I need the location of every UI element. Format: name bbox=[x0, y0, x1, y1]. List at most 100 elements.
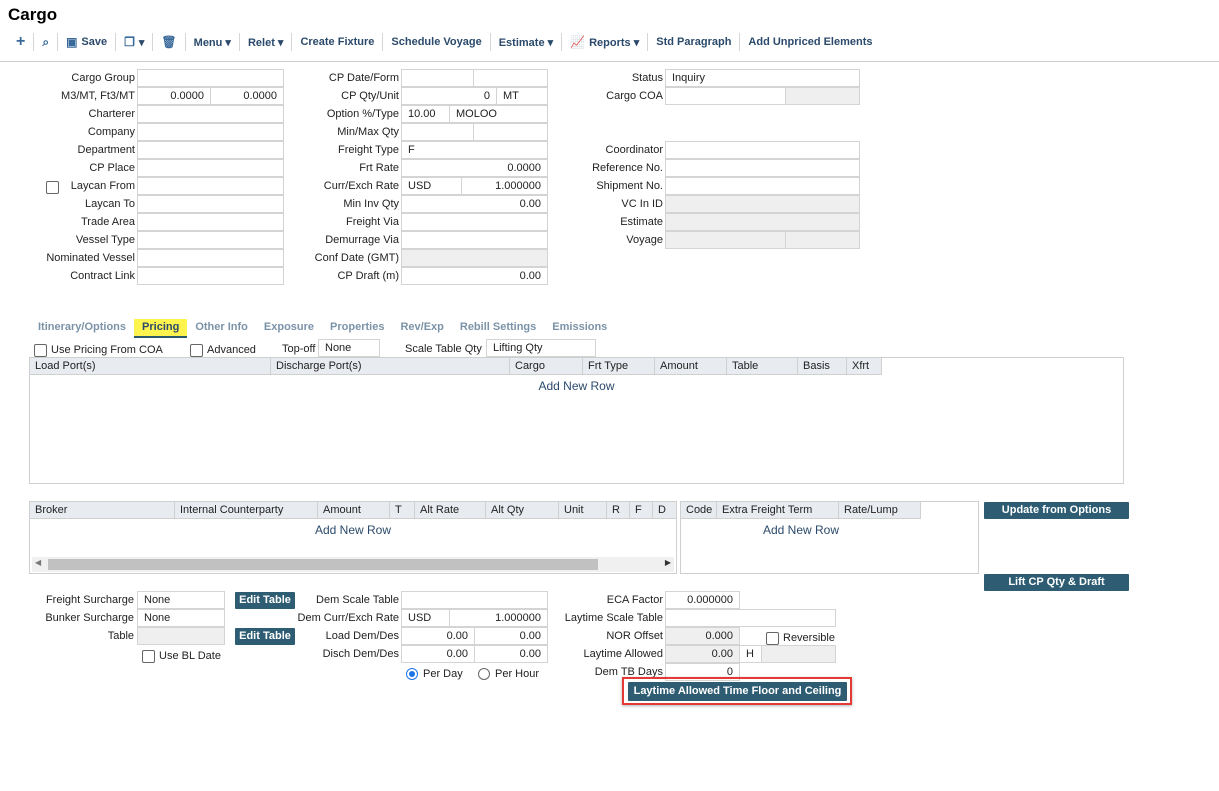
mid_form-field-7-0[interactable]: 0.00 bbox=[401, 195, 548, 213]
right_form-field-1-0[interactable] bbox=[665, 87, 786, 105]
broker_grid-col-5[interactable]: Alt Qty bbox=[486, 502, 559, 519]
pricing_grid-col-0[interactable]: Load Port(s) bbox=[30, 358, 271, 375]
pricing_grid-col-4[interactable]: Amount bbox=[655, 358, 727, 375]
broker_grid-col-9[interactable]: D bbox=[653, 502, 677, 519]
edit-table-button-freight[interactable]: Edit Table bbox=[235, 592, 295, 609]
bottom_left-field-0-0[interactable]: None bbox=[137, 591, 225, 609]
mid_form-field-5-0[interactable]: 0.0000 bbox=[401, 159, 548, 177]
tab-pricing[interactable]: Pricing bbox=[134, 319, 188, 338]
left_form-field-4-0[interactable] bbox=[137, 141, 284, 159]
broker_grid-col-8[interactable]: F bbox=[630, 502, 653, 519]
reversible-checkbox[interactable] bbox=[766, 632, 779, 645]
bottom_mid-field-1-1[interactable]: 1.000000 bbox=[449, 609, 548, 627]
edit-table-button-table[interactable]: Edit Table bbox=[235, 628, 295, 645]
mid_form-field-1-0[interactable]: 0 bbox=[401, 87, 497, 105]
extra_grid-col-0[interactable]: Code bbox=[681, 502, 717, 519]
pricing_grid-col-5[interactable]: Table bbox=[727, 358, 798, 375]
bottom_right-field-1-0[interactable] bbox=[665, 609, 836, 627]
pricing-add-row[interactable]: Add New Row bbox=[538, 379, 615, 393]
mid_form-field-3-1[interactable] bbox=[473, 123, 548, 141]
left_form-field-6-0[interactable] bbox=[137, 177, 284, 195]
toolbar-button-4[interactable]: 🗑 bbox=[153, 33, 186, 51]
mid_form-field-4-0[interactable]: F bbox=[401, 141, 548, 159]
tab-exposure[interactable]: Exposure bbox=[263, 321, 315, 333]
broker_grid-col-6[interactable]: Unit bbox=[559, 502, 607, 519]
tab-other-info[interactable]: Other Info bbox=[195, 321, 248, 333]
right_form-field-0-0[interactable]: Inquiry bbox=[665, 69, 860, 87]
broker_grid-col-1[interactable]: Internal Counterparty bbox=[175, 502, 318, 519]
left_form-field-7-0[interactable] bbox=[137, 195, 284, 213]
mid_form-field-0-1[interactable] bbox=[473, 69, 548, 87]
bottom_mid-field-1-0[interactable]: USD bbox=[401, 609, 450, 627]
bottom_mid-field-2-1[interactable]: 0.00 bbox=[474, 627, 548, 645]
bottom_mid-field-3-0[interactable]: 0.00 bbox=[401, 645, 475, 663]
toolbar-button-10[interactable]: 📈 Reports ▾ bbox=[562, 33, 649, 51]
horizontal-scrollbar[interactable]: ◀ ▶ bbox=[32, 557, 674, 572]
toolbar-button-2[interactable]: ▣ Save bbox=[58, 33, 117, 51]
mid_form-field-3-0[interactable] bbox=[401, 123, 474, 141]
scale-table-qty-select[interactable]: Lifting Qty bbox=[486, 339, 596, 357]
bottom_mid-field-3-1[interactable]: 0.00 bbox=[474, 645, 548, 663]
pricing_grid-col-6[interactable]: Basis bbox=[798, 358, 847, 375]
right_form-field-3-0[interactable] bbox=[665, 159, 860, 177]
extra-add-row[interactable]: Add New Row bbox=[762, 523, 840, 537]
mid_form-field-11-0[interactable]: 0.00 bbox=[401, 267, 548, 285]
left_form-field-1-1[interactable]: 0.0000 bbox=[210, 87, 284, 105]
mid_form-field-9-0[interactable] bbox=[401, 231, 548, 249]
bottom_right-field-0-0[interactable]: 0.000000 bbox=[665, 591, 740, 609]
left_form-field-1-0[interactable]: 0.0000 bbox=[137, 87, 211, 105]
scrollbar-thumb[interactable] bbox=[48, 559, 598, 570]
toolbar-button-9[interactable]: Estimate ▾ bbox=[491, 33, 563, 51]
tab-properties[interactable]: Properties bbox=[330, 321, 385, 333]
extra_grid-col-2[interactable]: Rate/Lump bbox=[839, 502, 921, 519]
mid_form-field-6-0[interactable]: USD bbox=[401, 177, 462, 195]
mid_form-field-2-1[interactable]: MOLOO bbox=[449, 105, 548, 123]
use-bl-date-checkbox[interactable] bbox=[142, 650, 155, 663]
toolbar-button-11[interactable]: Std Paragraph bbox=[648, 33, 741, 51]
bottom_mid-field-0-0[interactable] bbox=[401, 591, 548, 609]
topoff-select[interactable]: None bbox=[318, 339, 380, 357]
toolbar-button-3[interactable]: ❐ ▾ bbox=[116, 33, 154, 51]
left_form-field-11-0[interactable] bbox=[137, 267, 284, 285]
left_form-field-0-0[interactable] bbox=[137, 69, 284, 87]
mid_form-field-8-0[interactable] bbox=[401, 213, 548, 231]
tab-rev-exp[interactable]: Rev/Exp bbox=[400, 321, 444, 333]
bottom_left-field-1-0[interactable]: None bbox=[137, 609, 225, 627]
mid_form-field-2-0[interactable]: 10.00 bbox=[401, 105, 450, 123]
lift-cp-qty-draft-button[interactable]: Lift CP Qty & Draft bbox=[984, 574, 1129, 591]
scroll-right-icon[interactable]: ▶ bbox=[664, 558, 671, 567]
tab-rebill-settings[interactable]: Rebill Settings bbox=[459, 321, 537, 333]
broker_grid-col-3[interactable]: T bbox=[390, 502, 415, 519]
broker_grid-col-2[interactable]: Amount bbox=[318, 502, 390, 519]
use-pricing-coa-checkbox[interactable] bbox=[34, 344, 47, 357]
laycan-from-checkbox[interactable] bbox=[46, 181, 59, 194]
right_form-field-4-0[interactable] bbox=[665, 177, 860, 195]
toolbar-button-7[interactable]: Create Fixture bbox=[292, 33, 384, 51]
broker_grid-col-0[interactable]: Broker bbox=[30, 502, 175, 519]
pricing_grid-col-3[interactable]: Frt Type bbox=[583, 358, 655, 375]
tab-itinerary-options[interactable]: Itinerary/Options bbox=[38, 321, 127, 333]
left_form-field-8-0[interactable] bbox=[137, 213, 284, 231]
mid_form-field-0-0[interactable] bbox=[401, 69, 474, 87]
mid_form-field-1-1[interactable]: MT bbox=[496, 87, 548, 105]
toolbar-button-8[interactable]: Schedule Voyage bbox=[383, 33, 491, 51]
left_form-field-10-0[interactable] bbox=[137, 249, 284, 267]
per-day-radio[interactable] bbox=[406, 668, 418, 680]
left_form-field-9-0[interactable] bbox=[137, 231, 284, 249]
toolbar-button-1[interactable]: ⌕ bbox=[34, 33, 59, 51]
left_form-field-3-0[interactable] bbox=[137, 123, 284, 141]
broker_grid-col-4[interactable]: Alt Rate bbox=[415, 502, 486, 519]
tab-emissions[interactable]: Emissions bbox=[552, 321, 608, 333]
pricing_grid-col-7[interactable]: Xfrt bbox=[847, 358, 882, 375]
pricing_grid-col-2[interactable]: Cargo bbox=[510, 358, 583, 375]
bottom_mid-field-2-0[interactable]: 0.00 bbox=[401, 627, 475, 645]
broker_grid-col-7[interactable]: R bbox=[607, 502, 630, 519]
broker-add-row[interactable]: Add New Row bbox=[314, 523, 392, 537]
bottom_right-field-3-1[interactable]: H bbox=[739, 645, 762, 663]
update-from-options-button[interactable]: Update from Options bbox=[984, 502, 1129, 519]
left_form-field-5-0[interactable] bbox=[137, 159, 284, 177]
left_form-field-2-0[interactable] bbox=[137, 105, 284, 123]
toolbar-button-0[interactable]: + bbox=[8, 33, 35, 51]
laytime-floor-ceiling-button[interactable]: Laytime Allowed Time Floor and Ceiling bbox=[628, 682, 847, 701]
bottom_right-field-4-0[interactable]: 0 bbox=[665, 663, 740, 681]
